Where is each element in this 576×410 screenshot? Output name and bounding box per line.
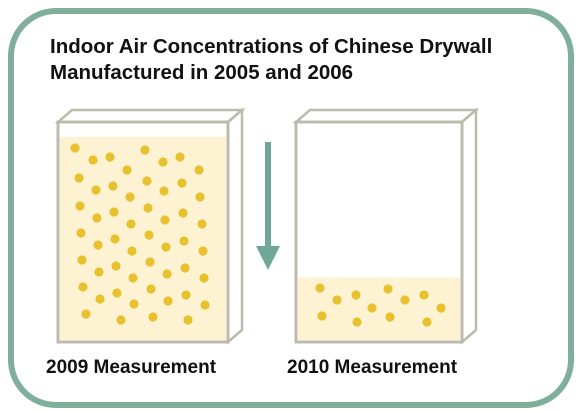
particle-dot xyxy=(144,230,154,240)
particle-dot xyxy=(419,290,429,300)
particle-dot xyxy=(78,282,88,292)
particle-dot xyxy=(160,215,170,225)
particle-dot xyxy=(199,273,209,283)
container-2010-fill xyxy=(298,277,460,340)
container-2010 xyxy=(292,107,480,345)
particle-dot xyxy=(159,186,169,196)
particle-dot xyxy=(109,207,119,217)
particle-dot xyxy=(177,178,187,188)
particle-dot xyxy=(195,192,205,202)
particle-dot xyxy=(122,165,132,175)
label-2010-measurement: 2010 Measurement xyxy=(287,357,458,378)
particle-dot xyxy=(145,257,155,267)
particle-dot xyxy=(315,283,325,293)
particle-dot xyxy=(81,309,91,319)
particle-dot xyxy=(383,284,393,294)
particle-dot xyxy=(183,315,193,325)
particle-dot xyxy=(140,145,150,155)
container-2009 xyxy=(54,107,246,345)
particle-dot xyxy=(92,213,102,223)
particle-dot xyxy=(94,267,104,277)
diagram-title: Indoor Air Concentrations of Chinese Dry… xyxy=(50,35,493,84)
container-2009-particles xyxy=(70,143,210,325)
particle-dot xyxy=(74,173,84,183)
particle-dot xyxy=(128,273,138,283)
particle-dot xyxy=(178,208,188,218)
particle-dot xyxy=(110,234,120,244)
particle-dot xyxy=(332,295,342,305)
particle-dot xyxy=(158,157,168,167)
particle-dot xyxy=(367,303,377,313)
container-2009-side xyxy=(226,107,244,345)
particle-dot xyxy=(385,312,395,322)
particle-dot xyxy=(436,303,446,313)
particle-dot xyxy=(77,255,87,265)
particle-dot xyxy=(148,312,158,322)
particle-dot xyxy=(93,240,103,250)
particle-dot xyxy=(317,311,327,321)
particle-dot xyxy=(75,201,85,211)
particle-dot xyxy=(126,219,136,229)
particle-dot xyxy=(105,152,115,162)
particle-dot xyxy=(108,181,118,191)
particle-dot xyxy=(197,219,207,229)
particle-dot xyxy=(127,246,137,256)
container-2010-top xyxy=(292,108,480,124)
particle-dot xyxy=(198,246,208,256)
particle-dot xyxy=(91,185,101,195)
particle-dot xyxy=(70,143,80,153)
container-2009-top xyxy=(54,108,246,124)
particle-dot xyxy=(351,290,361,300)
label-2009-measurement: 2009 Measurement xyxy=(46,357,217,378)
particle-dot xyxy=(146,284,156,294)
particle-dot xyxy=(163,296,173,306)
particle-dot xyxy=(142,176,152,186)
container-2010-particles xyxy=(315,283,446,327)
particle-dot xyxy=(194,165,204,175)
particle-dot xyxy=(161,242,171,252)
particle-dot xyxy=(180,263,190,273)
down-arrow-icon xyxy=(256,142,280,270)
particle-dot xyxy=(400,295,410,305)
particle-dot xyxy=(111,261,121,271)
particle-dot xyxy=(95,294,105,304)
particle-dot xyxy=(175,152,185,162)
particle-dot xyxy=(129,299,139,309)
particle-dot xyxy=(112,288,122,298)
particle-dot xyxy=(76,228,86,238)
particle-dot xyxy=(179,236,189,246)
particle-dot xyxy=(125,192,135,202)
particle-dot xyxy=(352,317,362,327)
container-2010-side xyxy=(460,107,478,345)
particle-dot xyxy=(143,203,153,213)
particle-dot xyxy=(181,290,191,300)
particle-dot xyxy=(162,269,172,279)
particle-dot xyxy=(422,317,432,327)
particle-dot xyxy=(88,155,98,165)
particle-dot xyxy=(200,300,210,310)
particle-dot xyxy=(116,315,126,325)
